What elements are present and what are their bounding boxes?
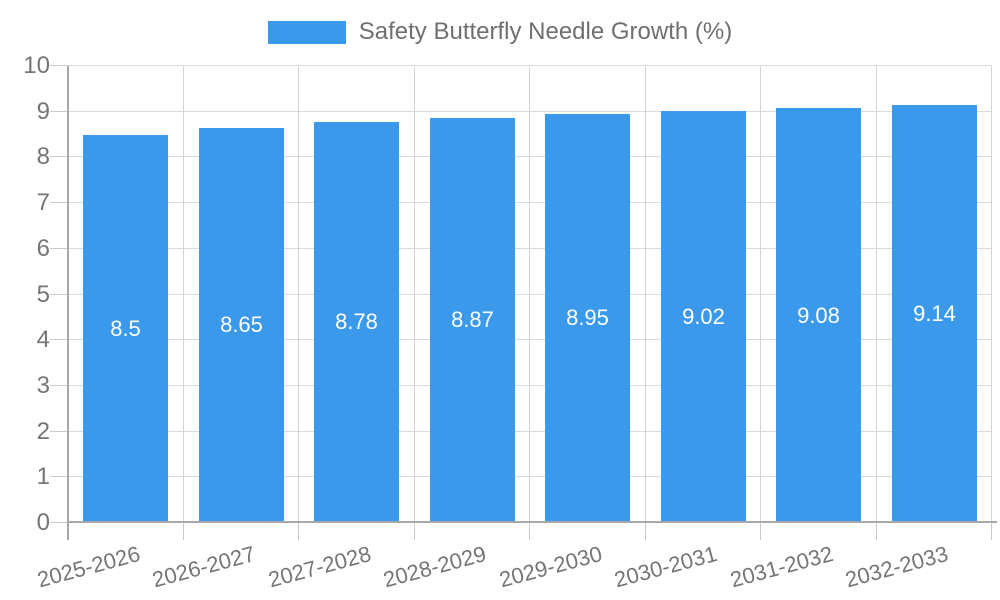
x-axis-label: 2027-2028 [265,541,374,593]
y-tick [50,339,68,340]
x-tick [876,523,877,540]
y-tick [50,202,68,203]
y-axis-label: 3 [36,372,50,399]
y-axis-label: 9 [36,98,50,125]
x-gridline [760,66,761,523]
y-gridline [68,339,992,340]
y-axis-label: 7 [36,189,50,216]
legend: Safety Butterfly Needle Growth (%) [0,18,1000,46]
y-axis-label: 1 [36,463,50,490]
x-axis-label: 2031-2032 [727,541,836,593]
bar-value-label: 8.65 [220,312,263,337]
legend-label: Safety Butterfly Needle Growth (%) [358,18,733,45]
y-gridline [68,385,992,386]
y-gridline [68,294,992,295]
bar-value-label: 8.78 [335,309,378,334]
x-axis-line [67,521,997,523]
x-tick [760,523,761,540]
bar [199,128,284,521]
x-tick [645,523,646,540]
y-axis-label: 10 [23,52,50,79]
y-tick [50,476,68,477]
y-axis-label: 4 [36,326,50,353]
y-tick [50,385,68,386]
bar-value-label: 8.95 [566,305,609,330]
x-axis-label: 2029-2030 [496,541,605,593]
x-gridline [991,66,992,523]
bar [314,122,399,521]
x-gridline [183,66,184,523]
bar [776,108,861,521]
bar [545,114,630,521]
bar-value-label: 9.14 [913,301,956,326]
x-tick [529,523,530,540]
y-axis-label: 2 [36,418,50,445]
y-tick [50,156,68,157]
x-gridline [298,66,299,523]
bar [892,105,977,521]
y-tick [50,111,68,112]
y-gridline [68,65,992,66]
bar-value-label: 9.02 [682,304,725,329]
y-tick [50,294,68,295]
y-gridline [68,202,992,203]
x-tick [991,523,992,540]
y-tick [50,248,68,249]
legend-swatch [267,20,346,44]
x-axis-label: 2028-2029 [380,541,489,593]
x-gridline [529,66,530,523]
x-gridline [876,66,877,523]
y-gridline [68,476,992,477]
y-gridline [68,248,992,249]
x-axis-label: 2026-2027 [149,541,258,593]
y-tick [50,65,68,66]
x-tick [183,523,184,540]
x-tick [298,523,299,540]
bar [83,135,168,521]
y-tick [50,431,68,432]
bar-value-label: 9.08 [797,303,840,328]
y-tick [50,522,68,523]
x-axis-label: 2032-2033 [842,541,951,593]
x-tick [414,523,415,540]
y-axis-label: 8 [36,143,50,170]
x-gridline [414,66,415,523]
y-axis-label: 6 [36,235,50,262]
bar-value-label: 8.5 [110,316,141,341]
y-gridline [68,111,992,112]
x-gridline [645,66,646,523]
bar [661,111,746,521]
y-axis-label: 5 [36,281,50,308]
bar [430,118,515,521]
x-axis-label: 2030-2031 [611,541,720,593]
y-axis-line [67,66,69,540]
y-gridline [68,156,992,157]
bar-value-label: 8.87 [451,307,494,332]
y-axis-label: 0 [36,509,50,536]
y-gridline [68,431,992,432]
x-axis-label: 2025-2026 [34,541,143,593]
